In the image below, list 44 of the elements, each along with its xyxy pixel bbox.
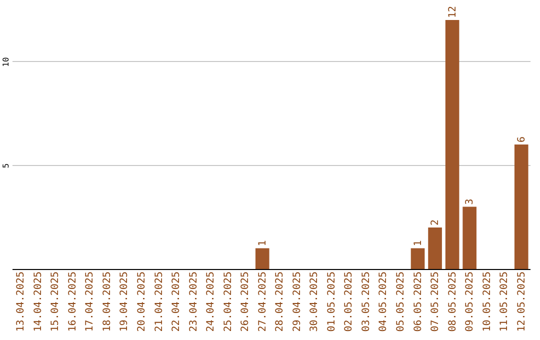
x-tick-label: 01.05.2025 (326, 272, 338, 332)
data-label: 1 (412, 240, 424, 246)
x-tick-label: 18.04.2025 (102, 272, 113, 332)
data-label: 2 (430, 219, 442, 226)
x-tick-label: 30.04.2025 (309, 272, 320, 332)
x-tick-label: 13.04.2025 (16, 272, 27, 332)
bar (462, 206, 476, 269)
x-tick-label: 20.04.2025 (136, 272, 148, 332)
data-label: 6 (516, 136, 528, 142)
x-tick-label: 17.04.2025 (84, 272, 96, 332)
bar (255, 248, 270, 269)
y-tick-label: 5 (2, 163, 10, 168)
x-tick-label: 09.05.2025 (464, 272, 476, 332)
bar (410, 248, 425, 269)
x-tick-label: 08.05.2025 (447, 272, 458, 332)
x-tick-label: 05.05.2025 (396, 272, 406, 332)
x-tick-label: 28.04.2025 (274, 272, 286, 332)
x-tick-label: 24.04.2025 (206, 272, 217, 332)
x-tick-label: 10.05.2025 (482, 272, 493, 332)
bar (514, 144, 528, 269)
x-tick-label: 02.05.2025 (344, 272, 355, 332)
y-tick-label: 10 (2, 57, 10, 67)
x-tick-label: 12.05.2025 (516, 272, 528, 332)
x-tick-label: 26.04.2025 (240, 272, 252, 332)
data-label: 12 (447, 6, 458, 18)
x-tick-label: 25.04.2025 (222, 272, 234, 332)
x-tick-label: 21.04.2025 (154, 272, 165, 332)
x-tick-label: 22.04.2025 (171, 272, 182, 332)
x-tick-label: 06.05.2025 (412, 272, 424, 332)
data-label: 1 (257, 240, 268, 246)
x-tick-label: 14.04.2025 (32, 272, 44, 332)
x-tick-label: 16.04.2025 (67, 272, 78, 332)
x-tick-label: 04.05.2025 (378, 272, 390, 332)
x-tick-label: 15.04.2025 (50, 272, 62, 332)
x-tick-label: 19.04.2025 (119, 272, 130, 332)
x-tick-label: 29.04.2025 (292, 272, 303, 332)
data-label: 3 (464, 198, 476, 205)
x-tick-label: 07.05.2025 (430, 272, 442, 332)
bar (445, 20, 460, 269)
x-tick-label: 03.05.2025 (360, 272, 372, 332)
x-tick-label: 27.04.2025 (257, 272, 268, 332)
x-tick-label: 23.04.2025 (188, 272, 200, 332)
bar (428, 228, 442, 269)
x-tick-label: 11.05.2025 (499, 272, 510, 332)
